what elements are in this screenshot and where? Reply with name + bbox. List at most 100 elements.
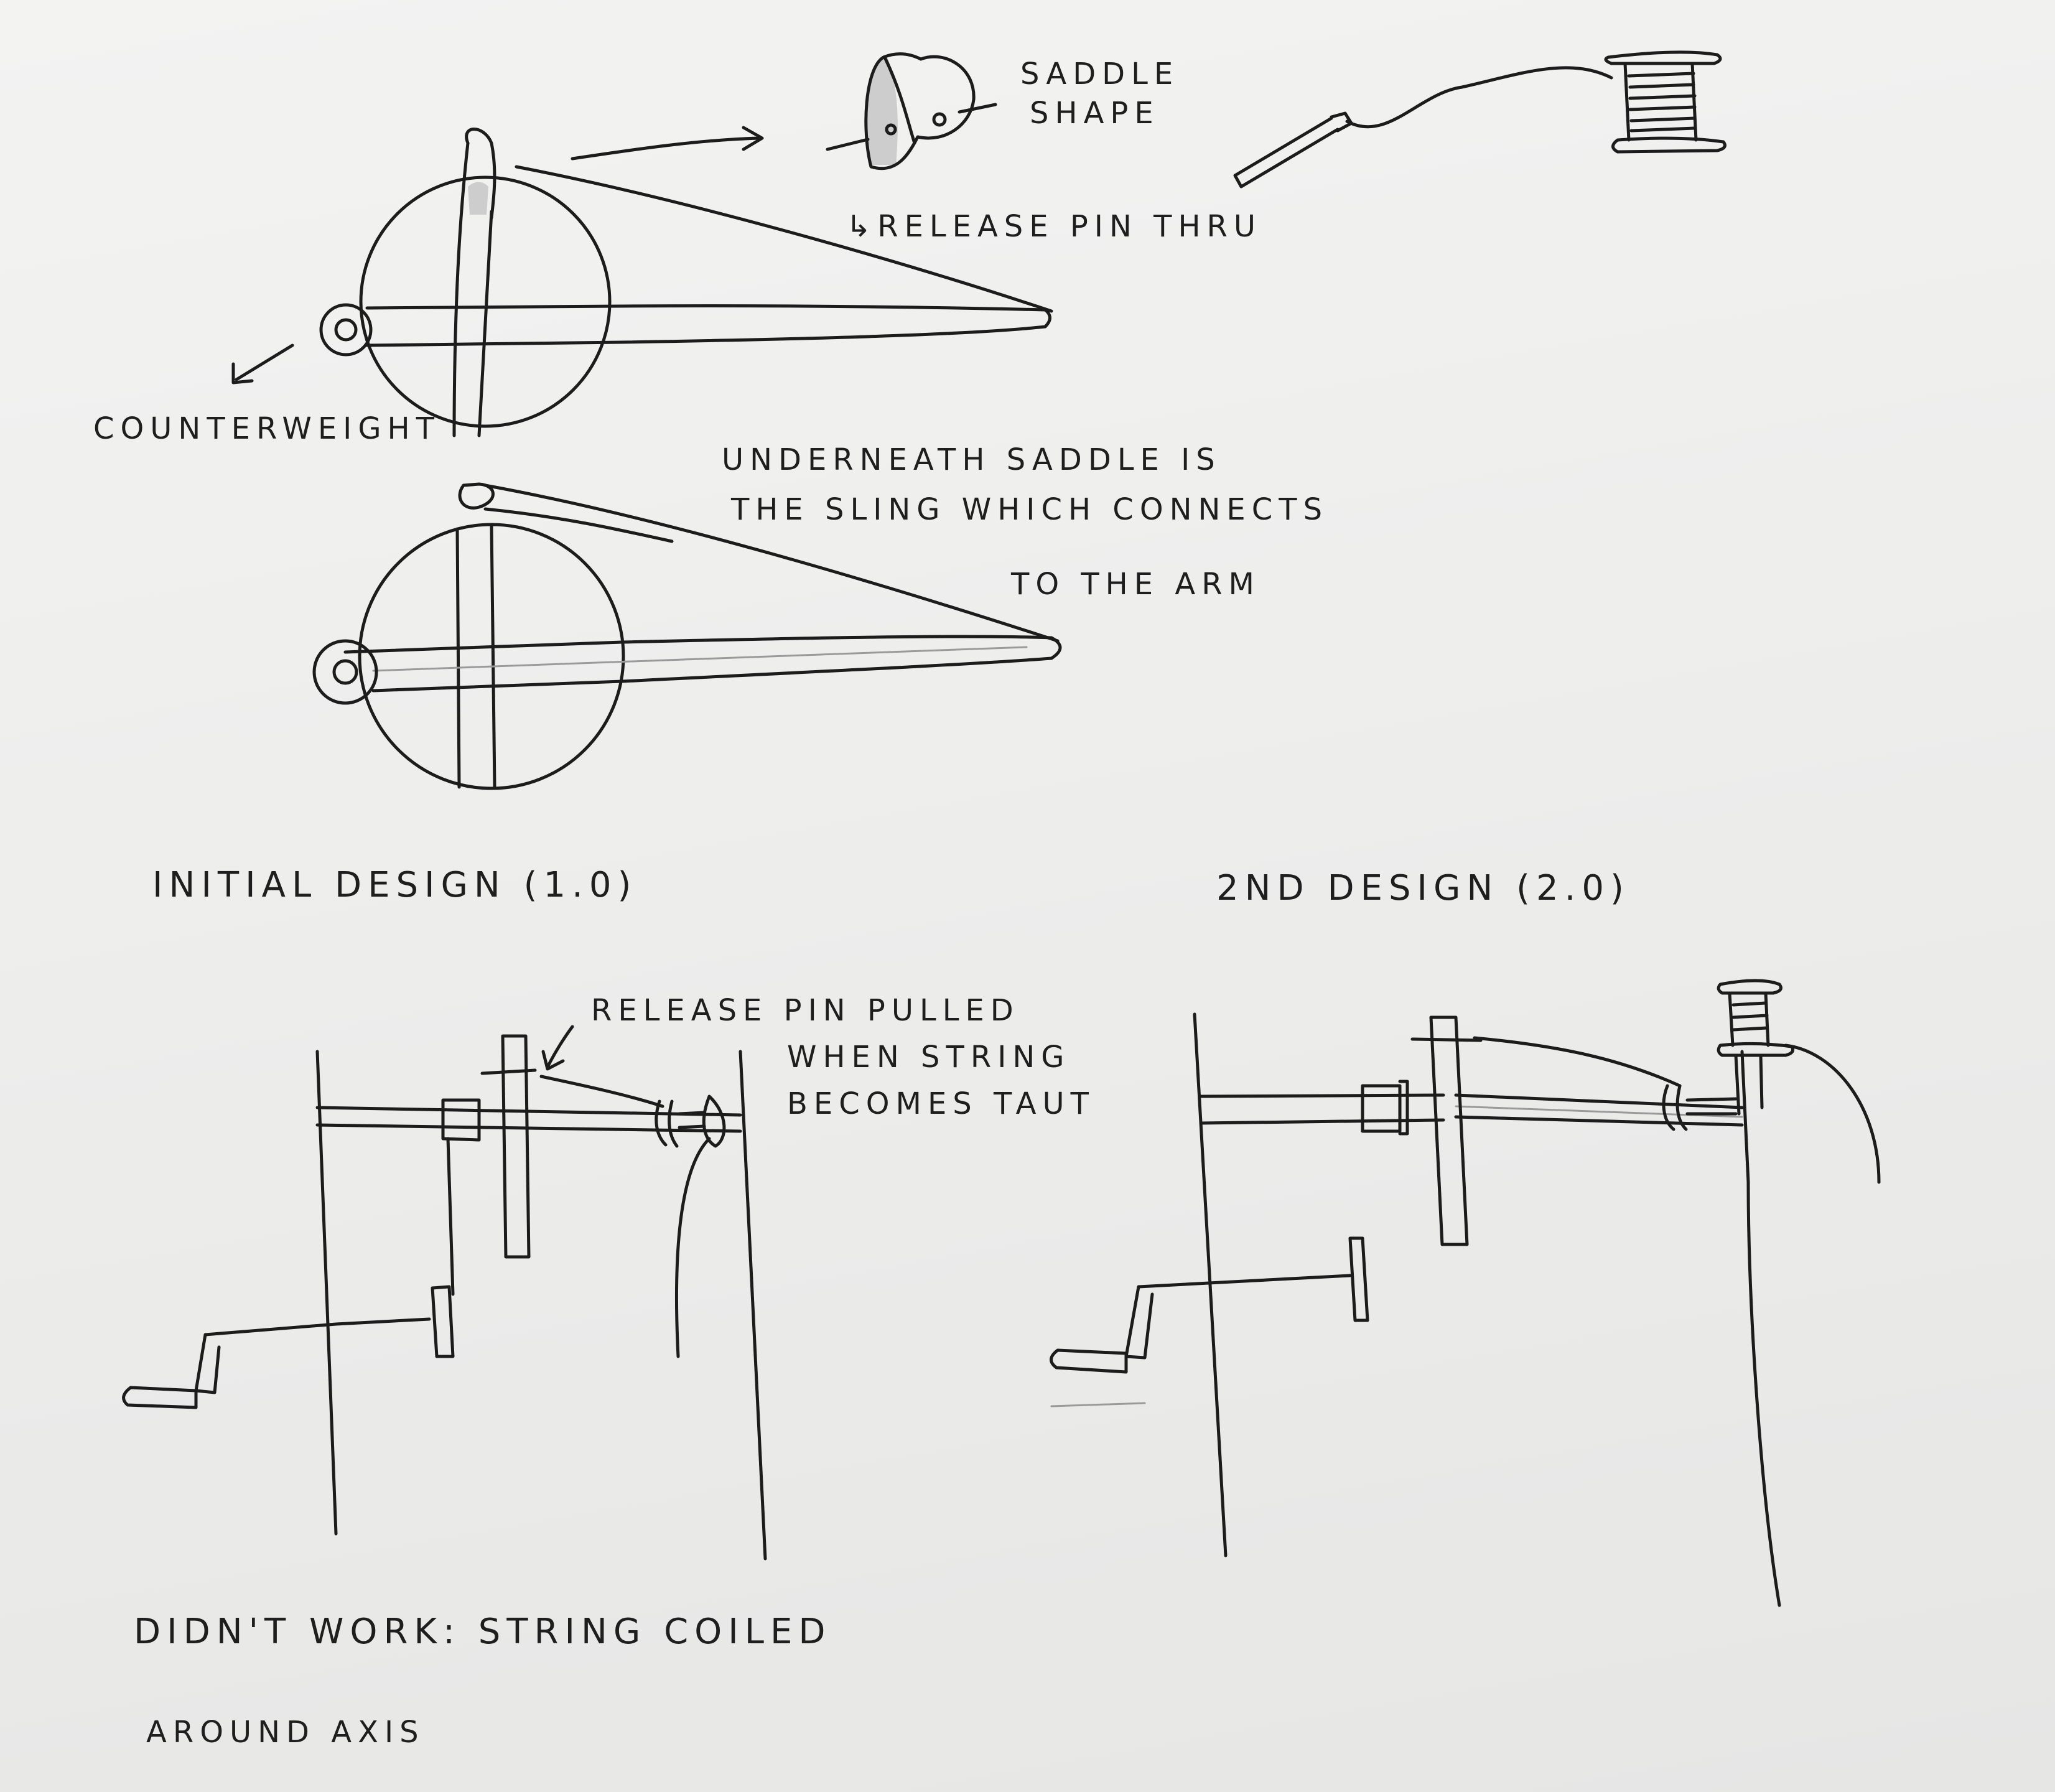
saddle-pin-hole-right [932, 112, 947, 127]
top-view-sketch [231, 126, 1053, 437]
needle-eye [1330, 111, 1353, 133]
axle-spool-2-left [1662, 1084, 1688, 1131]
thread-line [1345, 66, 1613, 129]
arm-top-edge-2 [343, 635, 1053, 654]
release-pin-pulled-line-1: RELEASE PIN PULLED [591, 993, 1020, 1028]
right-frame-post [739, 1050, 767, 1561]
axle-spool-right [702, 1094, 726, 1148]
axle-collar [441, 1098, 481, 1142]
arm-top-pin-2 [1410, 1037, 1483, 1042]
raised-spool-bottom [1717, 1042, 1795, 1057]
initial-design-side-view [122, 1025, 767, 1561]
wheel-circle [359, 175, 612, 428]
pin-line-left [826, 138, 870, 151]
spool-windings [1627, 72, 1697, 133]
pin-line-right [958, 103, 997, 114]
spool-of-string-icon [1604, 50, 1726, 154]
vertical-bar-left [452, 141, 470, 437]
arm-top-edge [365, 304, 1047, 312]
axle-collar-2 [1361, 1084, 1402, 1133]
hanging-string [674, 1137, 711, 1358]
raised-spool-post [1734, 1053, 1764, 1116]
saddle-shade [867, 56, 898, 165]
sling-line [515, 165, 1053, 313]
arrow-to-counterweight-head [231, 362, 254, 385]
throwing-arm [501, 1034, 531, 1259]
arrow-to-counterweight-shaft [235, 343, 294, 381]
release-string [539, 1075, 664, 1108]
saddle-label-line-2: SHAPE [1030, 96, 1160, 131]
bar-top-cap [465, 128, 496, 220]
release-pin-stub [480, 1068, 537, 1075]
arrow-to-saddle-shaft [571, 136, 761, 161]
vertical-bar-2 [455, 524, 496, 789]
spool-top-flange [1604, 50, 1722, 65]
crank-arm-2 [1124, 1285, 1154, 1360]
raised-spool-core [1728, 991, 1770, 1047]
initial-design-heading: INITIAL DESIGN (1.0) [152, 865, 638, 905]
raised-spool-windings [1731, 1001, 1769, 1032]
arm-bottom-edge-2 [371, 656, 1053, 693]
release-pin-thru-label: ↳RELEASE PIN THRU [846, 209, 1262, 244]
crank-erased-line [1050, 1402, 1146, 1407]
counterweight-pivot-2 [332, 659, 358, 685]
hanging-string-2 [1784, 1043, 1881, 1184]
needle-body [1233, 116, 1340, 189]
release-pin-pulled-line-3: BECOMES TAUT [787, 1086, 1095, 1121]
vertical-bar-right [477, 210, 493, 437]
left-frame-post-2 [1193, 1012, 1228, 1557]
throwing-arm-2 [1429, 1015, 1469, 1246]
axle-spool-left [655, 1099, 679, 1148]
saddle-divide [883, 55, 916, 145]
axle-2-right [1454, 1093, 1744, 1127]
bar-shade [468, 182, 488, 215]
arrow-to-saddle-head [742, 126, 764, 151]
arm-guide-line-2 [372, 646, 1028, 672]
saddle-icon [826, 52, 997, 170]
second-top-view-sketch [312, 482, 1062, 790]
release-pin-pulled-line-2: WHEN STRING [787, 1040, 1071, 1075]
second-design-heading: 2ND DESIGN (2.0) [1216, 868, 1630, 908]
underneath-label-line-3: TO THE ARM [1011, 567, 1260, 602]
sling-lower-line-2 [483, 507, 674, 543]
crank-arm [194, 1333, 221, 1394]
saddle-outline [864, 52, 976, 170]
spool-bottom-flange [1611, 136, 1726, 154]
axle-collar-2-lip [1398, 1080, 1409, 1136]
saddle-label-line-1: SADDLE [1020, 57, 1180, 91]
crank-handle [122, 1386, 198, 1409]
needle-with-thread-icon [1233, 66, 1613, 189]
release-string-2 [1473, 1036, 1682, 1088]
around-axis-note: AROUND AXIS [146, 1715, 425, 1750]
crank-shaft [203, 1317, 431, 1337]
second-design-side-view [1050, 979, 1881, 1607]
right-frame-post-2 [1740, 1050, 1781, 1607]
crank-shaft-2 [1137, 1274, 1352, 1289]
left-frame-post [315, 1050, 338, 1536]
counterweight-circle [319, 303, 373, 357]
axle-spool-windings [678, 1111, 706, 1129]
axle-spool-2-windings [1685, 1097, 1738, 1116]
arm-bottom-edge [365, 325, 1047, 347]
release-pin-arrow-shaft [546, 1025, 574, 1069]
release-pin-arrow-head [541, 1050, 565, 1071]
counterweight-pivot [334, 318, 358, 342]
crank-handle-2 [1050, 1348, 1128, 1374]
arm-tip [1043, 308, 1051, 329]
crank-block [431, 1285, 455, 1358]
axle [315, 1106, 742, 1133]
saddle-pin-hole-left [885, 123, 897, 136]
raised-spool-top [1717, 979, 1782, 995]
underneath-label-line-2: THE SLING WHICH CONNECTS [731, 492, 1329, 527]
crank-block-2 [1348, 1236, 1369, 1322]
counterweight-circle-2 [312, 639, 378, 705]
underneath-label-line-1: UNDERNEATH SADDLE IS [722, 442, 1221, 477]
axle-2 [1199, 1093, 1445, 1125]
crank-rod [446, 1137, 455, 1296]
counterweight-label: COUNTERWEIGHT [93, 411, 440, 446]
didnt-work-note: DIDN'T WORK: STRING COILED [134, 1612, 832, 1652]
sling-line-2 [483, 483, 1060, 643]
release-pin-loop [458, 482, 495, 510]
